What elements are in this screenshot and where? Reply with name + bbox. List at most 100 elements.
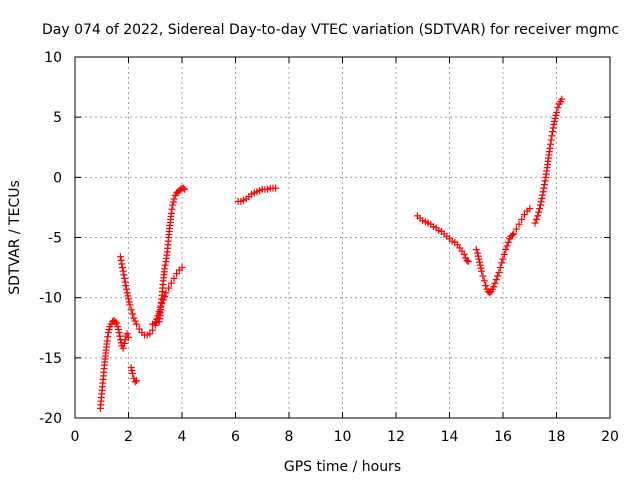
series-6 — [234, 184, 280, 205]
data-point — [272, 184, 280, 192]
chart-title: Day 074 of 2022, Sidereal Day-to-day VTE… — [42, 22, 619, 38]
data-point — [498, 259, 506, 267]
data-point — [499, 255, 507, 263]
data-points — [96, 95, 566, 412]
axis-ticks — [74, 56, 611, 419]
data-point — [510, 230, 518, 238]
grid-lines — [75, 57, 610, 418]
data-point — [476, 261, 484, 269]
series-3 — [116, 253, 165, 339]
data-point — [553, 108, 560, 116]
data-point — [482, 282, 490, 290]
data-point-fill — [114, 326, 122, 334]
data-point — [479, 272, 487, 280]
data-point — [539, 188, 547, 196]
data-point-fill — [120, 271, 128, 279]
data-point — [534, 212, 542, 220]
data-point — [165, 284, 173, 292]
data-point-fill — [128, 366, 136, 374]
data-point-fill — [158, 300, 166, 308]
data-point-fill — [552, 111, 560, 119]
data-point — [518, 215, 526, 223]
data-point — [157, 303, 165, 311]
data-point-fill — [535, 208, 543, 216]
data-point-fill — [124, 292, 132, 300]
y-tick-label: -20 — [39, 411, 62, 427]
series-4 — [155, 184, 189, 326]
x-tick-label: 20 — [601, 429, 619, 445]
data-point — [161, 265, 169, 273]
series-7 — [413, 212, 472, 266]
data-point — [159, 296, 167, 304]
x-tick-label: 14 — [441, 429, 459, 445]
data-point — [127, 306, 135, 314]
data-point — [104, 329, 112, 337]
data-point — [149, 326, 157, 334]
data-point-fill — [161, 261, 169, 269]
data-point — [127, 363, 135, 371]
data-point — [464, 258, 472, 266]
data-point — [536, 201, 544, 209]
data-point — [550, 120, 558, 128]
data-point-fill — [540, 181, 548, 189]
x-tick-label: 0 — [71, 429, 80, 445]
data-point — [492, 276, 500, 284]
data-point — [558, 95, 566, 103]
x-axis-label: GPS time / hours — [284, 459, 401, 475]
data-point-fill — [477, 264, 485, 272]
data-point — [508, 231, 516, 239]
data-point-fill — [153, 315, 161, 323]
data-point-fill — [550, 117, 558, 125]
data-point — [125, 333, 132, 341]
data-point — [478, 267, 486, 275]
data-point — [111, 318, 119, 326]
x-tick-label: 16 — [494, 429, 512, 445]
y-tick-label: 5 — [53, 110, 62, 126]
data-point-fill — [536, 205, 544, 213]
x-tick-label: 2 — [124, 429, 133, 445]
data-point — [119, 344, 127, 352]
data-point — [112, 319, 120, 327]
data-point — [170, 195, 178, 203]
data-point-fill — [125, 298, 133, 306]
y-axis-label: SDTVAR / TECUs — [7, 180, 23, 295]
data-point-fill — [538, 191, 546, 199]
data-point-fill — [474, 252, 482, 260]
data-point — [122, 282, 130, 290]
data-point — [120, 274, 128, 282]
data-point — [548, 128, 556, 136]
data-point — [135, 325, 143, 333]
data-point — [500, 250, 508, 258]
x-tick-label: 6 — [231, 429, 240, 445]
x-tick-label: 18 — [548, 429, 566, 445]
series-5 — [149, 264, 186, 328]
data-point — [460, 250, 468, 258]
data-point — [118, 260, 126, 268]
y-tick-label: 0 — [53, 170, 62, 186]
data-point — [167, 279, 175, 287]
data-point — [502, 246, 510, 254]
data-point-fill — [104, 333, 112, 341]
data-point-fill — [122, 285, 130, 293]
data-point — [512, 225, 520, 233]
data-point — [154, 312, 162, 320]
x-tick-label: 10 — [334, 429, 352, 445]
data-point-fill — [549, 124, 557, 132]
data-point-fill — [161, 292, 169, 300]
x-tick-label: 12 — [387, 429, 405, 445]
y-tick-labels: 10 5 0 -5 -10 -15 -20 — [39, 50, 62, 427]
data-point-fill — [169, 198, 177, 206]
data-point — [123, 330, 131, 338]
data-point — [526, 205, 534, 213]
data-point — [169, 201, 177, 209]
data-point — [520, 211, 528, 219]
data-point — [463, 256, 471, 264]
data-point — [170, 274, 178, 282]
series-8 — [472, 205, 534, 297]
data-point — [126, 301, 134, 309]
data-point — [504, 238, 512, 246]
data-point — [554, 104, 562, 112]
data-point — [133, 320, 141, 328]
data-point-fill — [117, 256, 125, 264]
data-point — [131, 378, 139, 386]
